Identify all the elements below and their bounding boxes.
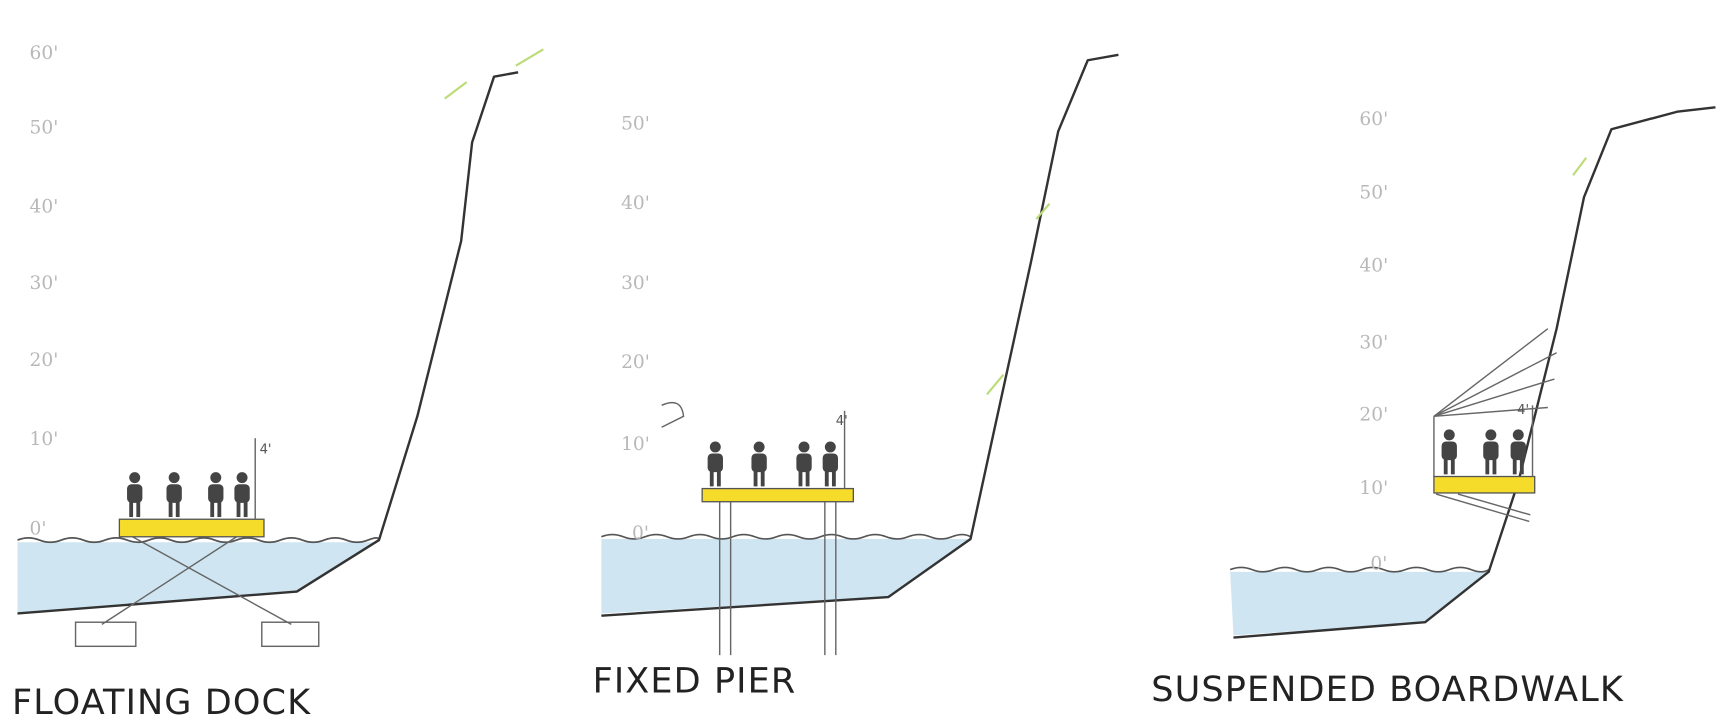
elevation-label: 30': [1359, 332, 1388, 353]
panel-label: SUSPENDED BOARDWALK: [1151, 669, 1624, 710]
water: [601, 539, 970, 613]
elevation-label: 10': [30, 429, 59, 450]
elevation-label: 60': [30, 43, 59, 64]
person: [823, 441, 838, 486]
elevation-label: 30': [30, 273, 59, 294]
anchor: [262, 622, 319, 646]
diagram: 60' 50' 40' 30' 20' 10' 0' 4' FLOATING D…: [0, 0, 1722, 723]
panel-label: FLOATING DOCK: [12, 682, 311, 723]
person: [1483, 429, 1498, 474]
deck: [1434, 477, 1535, 493]
vegetation: [1573, 158, 1586, 176]
anchor: [76, 622, 136, 646]
cliff: [1233, 107, 1715, 637]
railing-height: 4': [836, 414, 848, 429]
vegetation: [445, 49, 544, 98]
person: [234, 472, 249, 517]
person: [166, 472, 181, 517]
water-surface: [1230, 567, 1489, 571]
person: [1442, 429, 1457, 474]
vegetation: [987, 204, 1049, 395]
person: [708, 441, 723, 486]
cable: [1434, 408, 1548, 417]
person: [751, 441, 766, 486]
strut: [1436, 494, 1529, 521]
elevation-label: 50': [30, 118, 59, 139]
elevation-label: 20': [621, 352, 650, 373]
cliff: [18, 72, 519, 613]
deck: [119, 519, 264, 537]
sketch-stroke: [662, 403, 684, 428]
deck: [702, 489, 853, 502]
elevation-label: 0': [30, 519, 47, 540]
elevation-label: 60': [1359, 109, 1388, 130]
panel-suspended-boardwalk: 60' 50' 40' 30' 20' 10' 0' 4' SUSPENDED …: [1151, 107, 1715, 710]
elevation-label: 40': [621, 193, 650, 214]
elevation-label: 0': [1370, 554, 1387, 575]
elevation-label: 10': [1359, 478, 1388, 499]
panel-floating-dock: 60' 50' 40' 30' 20' 10' 0' 4' FLOATING D…: [12, 43, 543, 723]
person: [208, 472, 223, 517]
elevation-label: 20': [1359, 405, 1388, 426]
person: [127, 472, 142, 517]
elevation-label: 50': [1359, 182, 1388, 203]
person: [796, 441, 811, 486]
elevation-label: 50': [621, 113, 650, 134]
elevation-label: 0': [632, 523, 649, 544]
cliff: [601, 55, 1118, 616]
cable: [1434, 329, 1548, 417]
person: [1511, 429, 1526, 474]
elevation-label: 20': [30, 350, 59, 371]
panel-label: FIXED PIER: [593, 660, 797, 701]
elevation-label: 10': [621, 434, 650, 455]
elevation-label: 40': [1359, 256, 1388, 277]
water-surface: [601, 535, 970, 539]
panel-fixed-pier: 50' 40' 30' 20' 10' 0' 4' FIXED PIER: [593, 55, 1119, 702]
water-surface: [18, 538, 380, 542]
elevation-label: 30': [621, 273, 650, 294]
elevation-label: 40': [30, 197, 59, 218]
railing-height: 4': [1517, 403, 1529, 418]
railing-height: 4': [260, 443, 272, 458]
